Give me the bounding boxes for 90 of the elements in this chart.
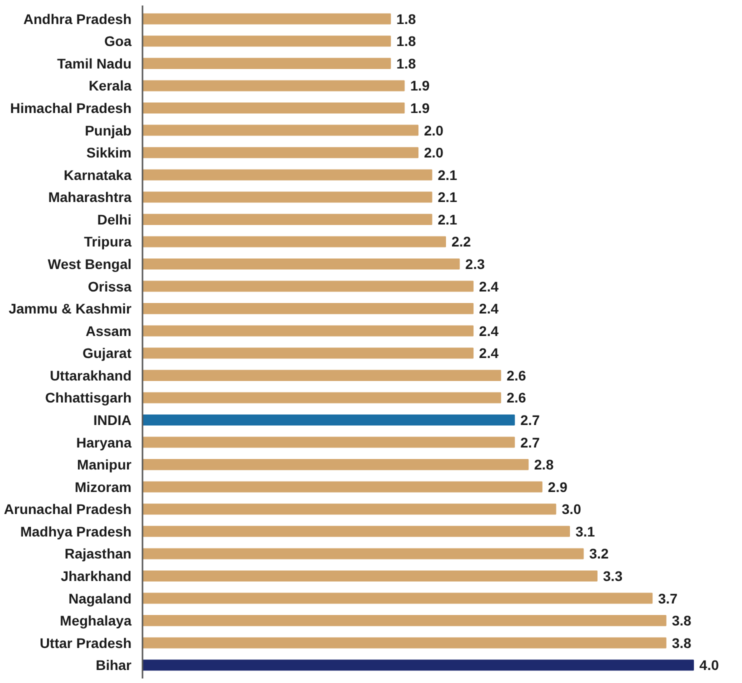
y-tick-label: Punjab (84, 122, 132, 138)
bar (142, 214, 432, 225)
y-tick-label: Manipur (77, 456, 132, 473)
data-label: 3.0 (562, 501, 582, 518)
bar (142, 392, 502, 404)
bar (142, 80, 405, 92)
data-label: 3.1 (575, 523, 596, 540)
y-tick-label: INDIA (93, 412, 132, 428)
data-label: 2.1 (438, 166, 458, 183)
data-label: 1.9 (410, 78, 430, 94)
bar (142, 192, 432, 203)
y-tick-label: Karnataka (64, 166, 132, 183)
bar (142, 303, 474, 314)
y-tick-label: Meghalaya (60, 612, 132, 629)
bar (142, 169, 432, 180)
data-label: 2.4 (479, 322, 499, 339)
data-label: 3.8 (672, 634, 692, 651)
y-tick-label: West Bengal (48, 256, 132, 272)
bar (142, 147, 418, 158)
data-label: 1.8 (396, 10, 416, 27)
y-tick-label: Arunachal Pradesh (4, 501, 132, 518)
y-tick-label: Chhattisgarh (45, 390, 132, 406)
bar (142, 459, 529, 470)
y-tick-label: Orissa (88, 278, 132, 294)
y-tick-label: Delhi (97, 211, 132, 228)
data-label: 2.4 (479, 345, 499, 362)
data-label: 2.0 (424, 144, 444, 161)
data-label: 2.8 (534, 456, 554, 473)
data-label: 3.3 (603, 568, 623, 584)
bar (142, 102, 405, 114)
y-tick-label: Andhra Pradesh (23, 10, 132, 27)
bar (142, 504, 556, 515)
y-tick-label: Goa (104, 33, 132, 50)
y-tick-label: Gujarat (82, 345, 132, 362)
data-label: 2.0 (424, 122, 444, 138)
bar (142, 58, 391, 69)
bar (142, 13, 391, 24)
data-label: 3.8 (672, 612, 692, 629)
y-tick-label: Uttarakhand (50, 367, 132, 384)
data-label: 1.9 (410, 100, 430, 116)
bar (142, 548, 584, 560)
data-label: 2.7 (520, 434, 540, 450)
y-tick-label: Mizoram (74, 478, 132, 495)
y-tick-label: Uttar Pradesh (40, 634, 132, 651)
data-label: 2.4 (479, 278, 499, 294)
y-tick-label: Bihar (96, 657, 132, 674)
y-tick-label: Himachal Pradesh (10, 100, 132, 116)
y-tick-label: Tamil Nadu (57, 55, 132, 72)
bar (142, 615, 666, 626)
y-tick-label: Assam (86, 322, 132, 339)
bar (142, 592, 653, 604)
data-label: 2.2 (452, 234, 472, 250)
data-label: 2.3 (465, 256, 485, 272)
y-tick-label: Tripura (84, 234, 132, 250)
bar (142, 258, 460, 270)
y-tick-label: Maharashtra (48, 189, 132, 206)
y-tick-label: Haryana (76, 434, 132, 450)
data-label: 4.0 (699, 657, 720, 674)
data-label: 2.1 (438, 211, 458, 228)
bar (142, 36, 391, 47)
bar (142, 526, 570, 537)
bar (142, 660, 694, 671)
data-label: 3.7 (658, 590, 678, 606)
data-label: 2.7 (520, 412, 540, 428)
bar (142, 124, 418, 136)
bar (142, 481, 542, 492)
data-label: 2.1 (438, 189, 458, 206)
data-label: 2.6 (506, 367, 526, 384)
y-tick-label: Rajasthan (64, 546, 132, 562)
data-label: 2.6 (506, 390, 526, 406)
bar (142, 637, 666, 648)
data-label: 2.9 (548, 478, 568, 495)
y-tick-label: Jharkhand (60, 568, 132, 584)
bar (142, 348, 474, 359)
bar (142, 570, 598, 582)
data-label: 1.8 (396, 55, 416, 72)
y-tick-label: Madhya Pradesh (20, 523, 132, 540)
y-tick-label: Jammu & Kashmir (8, 300, 132, 317)
bar (142, 436, 515, 448)
y-tick-label: Sikkim (86, 144, 132, 161)
data-label: 1.8 (396, 33, 416, 50)
y-tick-label: Nagaland (68, 590, 132, 606)
y-tick-label: Kerala (88, 78, 132, 94)
bar (142, 236, 446, 248)
bar (142, 325, 474, 336)
bar (142, 280, 474, 292)
data-label: 3.2 (589, 546, 609, 562)
data-label: 2.4 (479, 300, 499, 317)
bar (142, 370, 502, 381)
bar (142, 414, 515, 426)
